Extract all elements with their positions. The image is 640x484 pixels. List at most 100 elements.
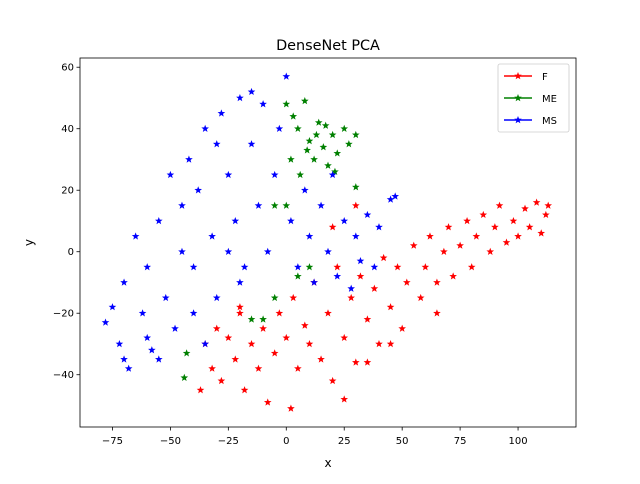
- x-tick-label: 0: [283, 436, 289, 447]
- point-f: [379, 253, 388, 262]
- point-ms: [386, 195, 395, 203]
- point-ms: [231, 216, 240, 225]
- point-f: [386, 339, 395, 348]
- point-ms: [189, 309, 198, 317]
- point-ms: [363, 210, 372, 219]
- point-ms: [310, 278, 318, 286]
- point-ms: [161, 293, 170, 302]
- point-me: [321, 121, 330, 129]
- point-ms: [275, 124, 284, 132]
- point-ms: [340, 216, 349, 225]
- point-f: [328, 376, 337, 385]
- point-me: [289, 112, 298, 120]
- point-f: [305, 339, 314, 348]
- point-f: [236, 303, 244, 311]
- y-axis-label: y: [22, 239, 36, 246]
- point-f: [479, 210, 488, 219]
- point-me: [294, 272, 302, 280]
- point-f: [356, 272, 365, 280]
- point-f: [509, 216, 518, 225]
- legend-marker-me: [514, 94, 522, 102]
- point-ms: [287, 216, 295, 225]
- point-me: [324, 161, 332, 169]
- point-me: [328, 130, 337, 139]
- point-f: [282, 333, 291, 342]
- point-me: [296, 170, 304, 179]
- point-ms: [217, 109, 226, 117]
- point-f: [386, 303, 395, 311]
- point-me: [352, 183, 360, 191]
- point-f: [463, 216, 471, 225]
- point-me: [270, 201, 279, 209]
- y-tick-label: 0: [68, 247, 74, 258]
- point-ms: [375, 223, 383, 231]
- point-ms: [370, 263, 379, 271]
- point-f: [440, 247, 448, 255]
- y-tick-label: 40: [61, 124, 74, 135]
- point-ms: [224, 170, 233, 179]
- point-f: [340, 333, 349, 342]
- point-f: [433, 278, 441, 286]
- point-ms: [301, 186, 309, 194]
- point-f: [444, 223, 453, 231]
- point-f: [514, 232, 522, 240]
- point-f: [289, 293, 298, 302]
- point-f: [324, 309, 332, 317]
- point-f: [259, 324, 267, 332]
- x-axis-label: x: [324, 456, 331, 470]
- point-ms: [247, 87, 256, 96]
- point-f: [403, 278, 411, 286]
- point-f: [544, 201, 552, 209]
- legend-marker-ms: [514, 116, 522, 124]
- point-f: [449, 272, 457, 280]
- point-me: [180, 373, 189, 382]
- point-ms: [120, 355, 128, 363]
- point-ms: [178, 201, 186, 209]
- point-ms: [124, 364, 133, 372]
- point-ms: [328, 170, 337, 179]
- x-tick-label: 100: [509, 436, 528, 447]
- point-f: [409, 241, 418, 249]
- point-f: [393, 263, 402, 271]
- point-f: [363, 358, 372, 366]
- point-ms: [120, 278, 128, 286]
- point-me: [333, 149, 342, 157]
- point-f: [352, 358, 360, 366]
- point-ms: [347, 284, 355, 292]
- point-ms: [270, 170, 279, 179]
- point-ms: [108, 303, 117, 311]
- x-tick-label: −75: [102, 436, 123, 447]
- x-tick-label: 50: [396, 436, 409, 447]
- point-f: [537, 229, 546, 237]
- point-me: [314, 118, 323, 126]
- legend-box: [497, 63, 570, 133]
- point-f: [363, 315, 372, 323]
- x-tick-label: −50: [160, 436, 181, 447]
- point-f: [521, 204, 529, 212]
- point-ms: [236, 278, 244, 286]
- point-me: [287, 155, 295, 163]
- point-f: [333, 263, 342, 271]
- point-ms: [224, 247, 233, 255]
- point-f: [301, 321, 309, 329]
- legend-marker-f: [514, 72, 522, 80]
- point-f: [317, 355, 325, 363]
- point-ms: [333, 272, 342, 280]
- point-f: [495, 201, 504, 209]
- point-ms: [263, 247, 272, 255]
- point-ms: [259, 100, 267, 108]
- point-me: [310, 155, 318, 163]
- legend-label-f: F: [542, 72, 548, 83]
- point-f: [196, 386, 205, 394]
- point-f: [208, 364, 216, 372]
- point-f: [421, 263, 430, 271]
- point-ms: [352, 232, 360, 240]
- point-f: [247, 339, 256, 348]
- legend: F ME MS: [497, 63, 570, 133]
- point-f: [287, 404, 295, 412]
- point-ms: [236, 93, 244, 102]
- plot-marks: [101, 72, 552, 412]
- point-f: [294, 364, 302, 372]
- point-ms: [282, 72, 291, 80]
- point-ms: [317, 201, 325, 209]
